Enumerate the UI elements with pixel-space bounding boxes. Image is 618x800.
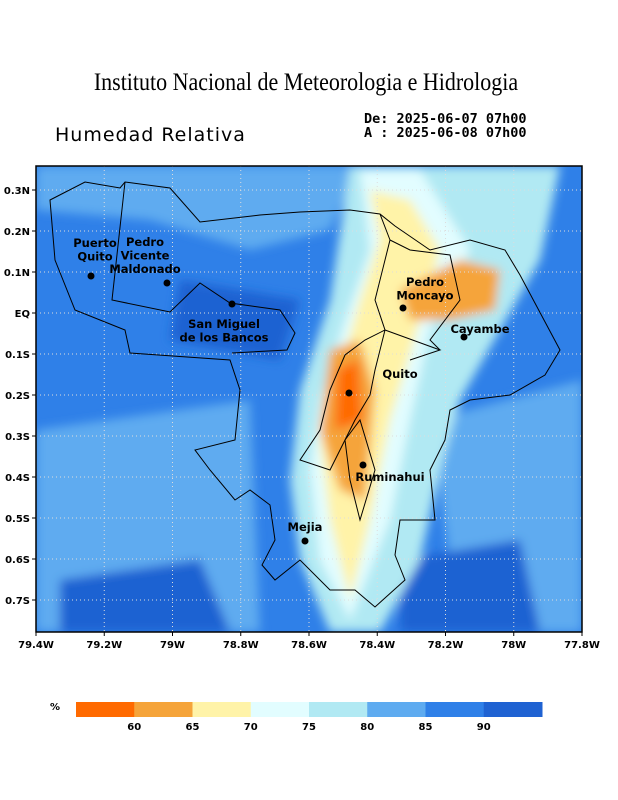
place-dot bbox=[163, 279, 171, 287]
subtitle: Humedad Relativa bbox=[55, 124, 246, 146]
lat-tick-label: EQ bbox=[15, 309, 30, 320]
lat-tick-label: 0.1S bbox=[5, 350, 30, 361]
place-label: San Miguel bbox=[188, 317, 260, 331]
legend-swatch bbox=[134, 702, 193, 717]
lat-tick-label: 0.2N bbox=[4, 227, 30, 238]
legend-label: 85 bbox=[419, 722, 433, 733]
lat-tick-label: 0.3S bbox=[5, 432, 30, 443]
lat-tick-label: 0.3N bbox=[4, 186, 30, 197]
place-label: Moncayo bbox=[396, 289, 453, 303]
legend-unit: % bbox=[50, 702, 60, 713]
place-dot bbox=[399, 304, 407, 312]
lon-tick-label: 77.8W bbox=[564, 640, 600, 651]
lat-tick-label: 0.2S bbox=[5, 391, 30, 402]
place-dot bbox=[228, 300, 236, 308]
legend-label: 75 bbox=[302, 722, 316, 733]
legend: % 60 65 70 75 80 85 90 bbox=[50, 702, 543, 733]
legend-label: 60 bbox=[127, 722, 141, 733]
legend-swatch bbox=[425, 702, 485, 717]
legend-swatch bbox=[367, 702, 426, 717]
legend-label: 90 bbox=[477, 722, 491, 733]
lon-tick-label: 78.8W bbox=[223, 640, 259, 651]
legend-label: 80 bbox=[360, 722, 374, 733]
place-label: Quito bbox=[382, 367, 417, 381]
place-dot bbox=[345, 389, 353, 397]
legend-swatch bbox=[76, 702, 135, 717]
place-dot bbox=[87, 272, 95, 280]
legend-swatch bbox=[250, 702, 310, 717]
date-to: A : 2025-06-08 07h00 bbox=[364, 125, 527, 141]
lat-tick-label: 0.4S bbox=[5, 473, 30, 484]
map-frame bbox=[35, 165, 583, 633]
legend-swatch bbox=[192, 702, 252, 717]
legend-swatch bbox=[483, 702, 543, 717]
lat-tick-label: 0.6S bbox=[5, 555, 30, 566]
lon-tick-label: 78W bbox=[501, 640, 526, 651]
lon-tick-label: 79.2W bbox=[86, 640, 122, 651]
date-from: De: 2025-06-07 07h00 bbox=[364, 111, 527, 127]
place-label: Ruminahui bbox=[355, 470, 424, 484]
place-label: Mejia bbox=[288, 520, 323, 534]
place-dot bbox=[301, 537, 309, 545]
lat-tick-label: 0.1N bbox=[4, 268, 30, 279]
legend-label: 65 bbox=[186, 722, 200, 733]
legend-swatch bbox=[309, 702, 368, 717]
place-dot bbox=[359, 461, 367, 469]
lon-tick-label: 78.4W bbox=[359, 640, 395, 651]
place-label: Puerto bbox=[73, 236, 117, 250]
place-label: de los Bancos bbox=[179, 331, 268, 345]
lon-tick-label: 78.6W bbox=[291, 640, 327, 651]
lon-tick-label: 78.2W bbox=[428, 640, 464, 651]
place-label: Cayambe bbox=[450, 322, 509, 336]
title: Instituto Nacional de Meteorologia e Hid… bbox=[94, 69, 519, 97]
lat-tick-label: 0.7S bbox=[5, 596, 30, 607]
lat-tick-label: 0.5S bbox=[5, 514, 30, 525]
place-dot bbox=[460, 333, 468, 341]
place-label: Pedro bbox=[406, 275, 444, 289]
lon-tick-label: 79.4W bbox=[18, 640, 54, 651]
place-label: Maldonado bbox=[109, 262, 180, 276]
lon-tick-label: 79W bbox=[160, 640, 185, 651]
place-label: Pedro bbox=[126, 235, 164, 249]
legend-label: 70 bbox=[244, 722, 258, 733]
place-label: Vicente bbox=[121, 249, 170, 263]
place-label: Quito bbox=[77, 250, 112, 264]
